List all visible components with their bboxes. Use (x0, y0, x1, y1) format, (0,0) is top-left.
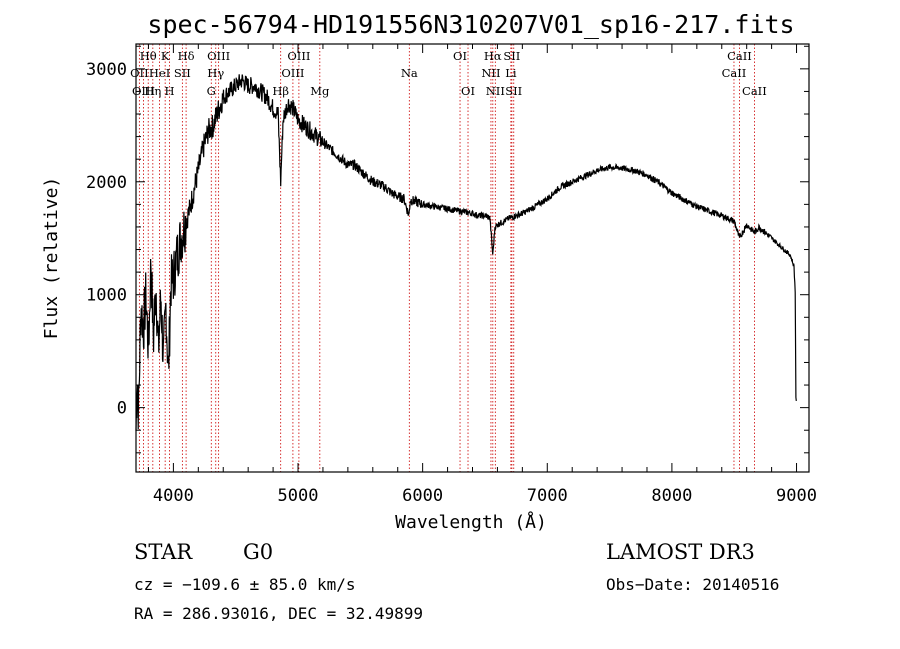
axis-ticks (136, 44, 809, 472)
x-tick-label: 7000 (527, 486, 568, 506)
y-tick-label: 0 (117, 399, 127, 419)
line-label-oiii: OIII (287, 49, 310, 63)
survey-name: LAMOST DR3 (606, 540, 755, 564)
line-label-sii: SII (505, 84, 522, 98)
line-label-mg: Mg (310, 84, 330, 98)
line-label-oii: OII (130, 66, 149, 80)
line-label-na: Na (401, 66, 418, 80)
line-label-hη: Hη (144, 84, 161, 98)
axis-tick-labels: 4000 5000 6000 7000 8000 9000 0 1000 2000 3000 (86, 60, 817, 506)
line-label-sii: SII (174, 66, 191, 80)
line-label-h: H (165, 84, 175, 98)
x-tick-label: 9000 (776, 486, 817, 506)
y-tick-label: 3000 (86, 60, 127, 80)
line-label-hθ: Hθ (140, 49, 157, 63)
line-label-hγ: Hγ (207, 66, 224, 80)
redshift-cz: cz = −109.6 ± 85.0 km/s (134, 575, 356, 594)
line-label-oiii: OIII (281, 66, 304, 80)
object-class: STAR (134, 540, 193, 564)
line-label-hβ: Hβ (272, 84, 289, 98)
x-tick-label: 5000 (278, 486, 319, 506)
line-label-oiii: OIII (207, 49, 230, 63)
x-tick-label: 8000 (651, 486, 692, 506)
line-label-hα: Hα (484, 49, 502, 63)
line-label-oiii: OIII (132, 84, 155, 98)
line-label-hei: HeI (149, 66, 170, 80)
spectrum-line (135, 74, 797, 431)
line-label-caii: CaII (727, 49, 752, 63)
line-label-g: G (207, 84, 216, 98)
ra-dec: RA = 286.93016, DEC = 32.49899 (134, 604, 423, 623)
x-tick-label: 6000 (402, 486, 443, 506)
line-label-k: K (161, 49, 170, 63)
chart-title: spec-56794-HD191556N310207V01_sp16-217.f… (147, 10, 794, 39)
plot-frame (135, 43, 810, 473)
line-label-li: Li (505, 66, 517, 80)
line-label-oi: OI (461, 84, 475, 98)
y-tick-label: 2000 (86, 173, 127, 193)
y-tick-label: 1000 (86, 286, 127, 306)
spectral-line-markers (138, 44, 755, 472)
x-axis-label: Wavelength (Å) (395, 511, 547, 533)
line-label-nii: NII (481, 66, 500, 80)
observation-date: Obs−Date: 20140516 (606, 575, 779, 594)
y-axis-label: Flux (relative) (41, 177, 62, 340)
line-label-hδ: Hδ (178, 49, 195, 63)
line-label-caii: CaII (722, 66, 747, 80)
x-tick-label: 4000 (153, 486, 194, 506)
object-subclass: G0 (243, 540, 273, 564)
line-label-nii: NII (486, 84, 505, 98)
line-label-caii: CaII (742, 84, 767, 98)
line-label-oi: OI (453, 49, 467, 63)
line-label-sii: SII (503, 49, 520, 63)
